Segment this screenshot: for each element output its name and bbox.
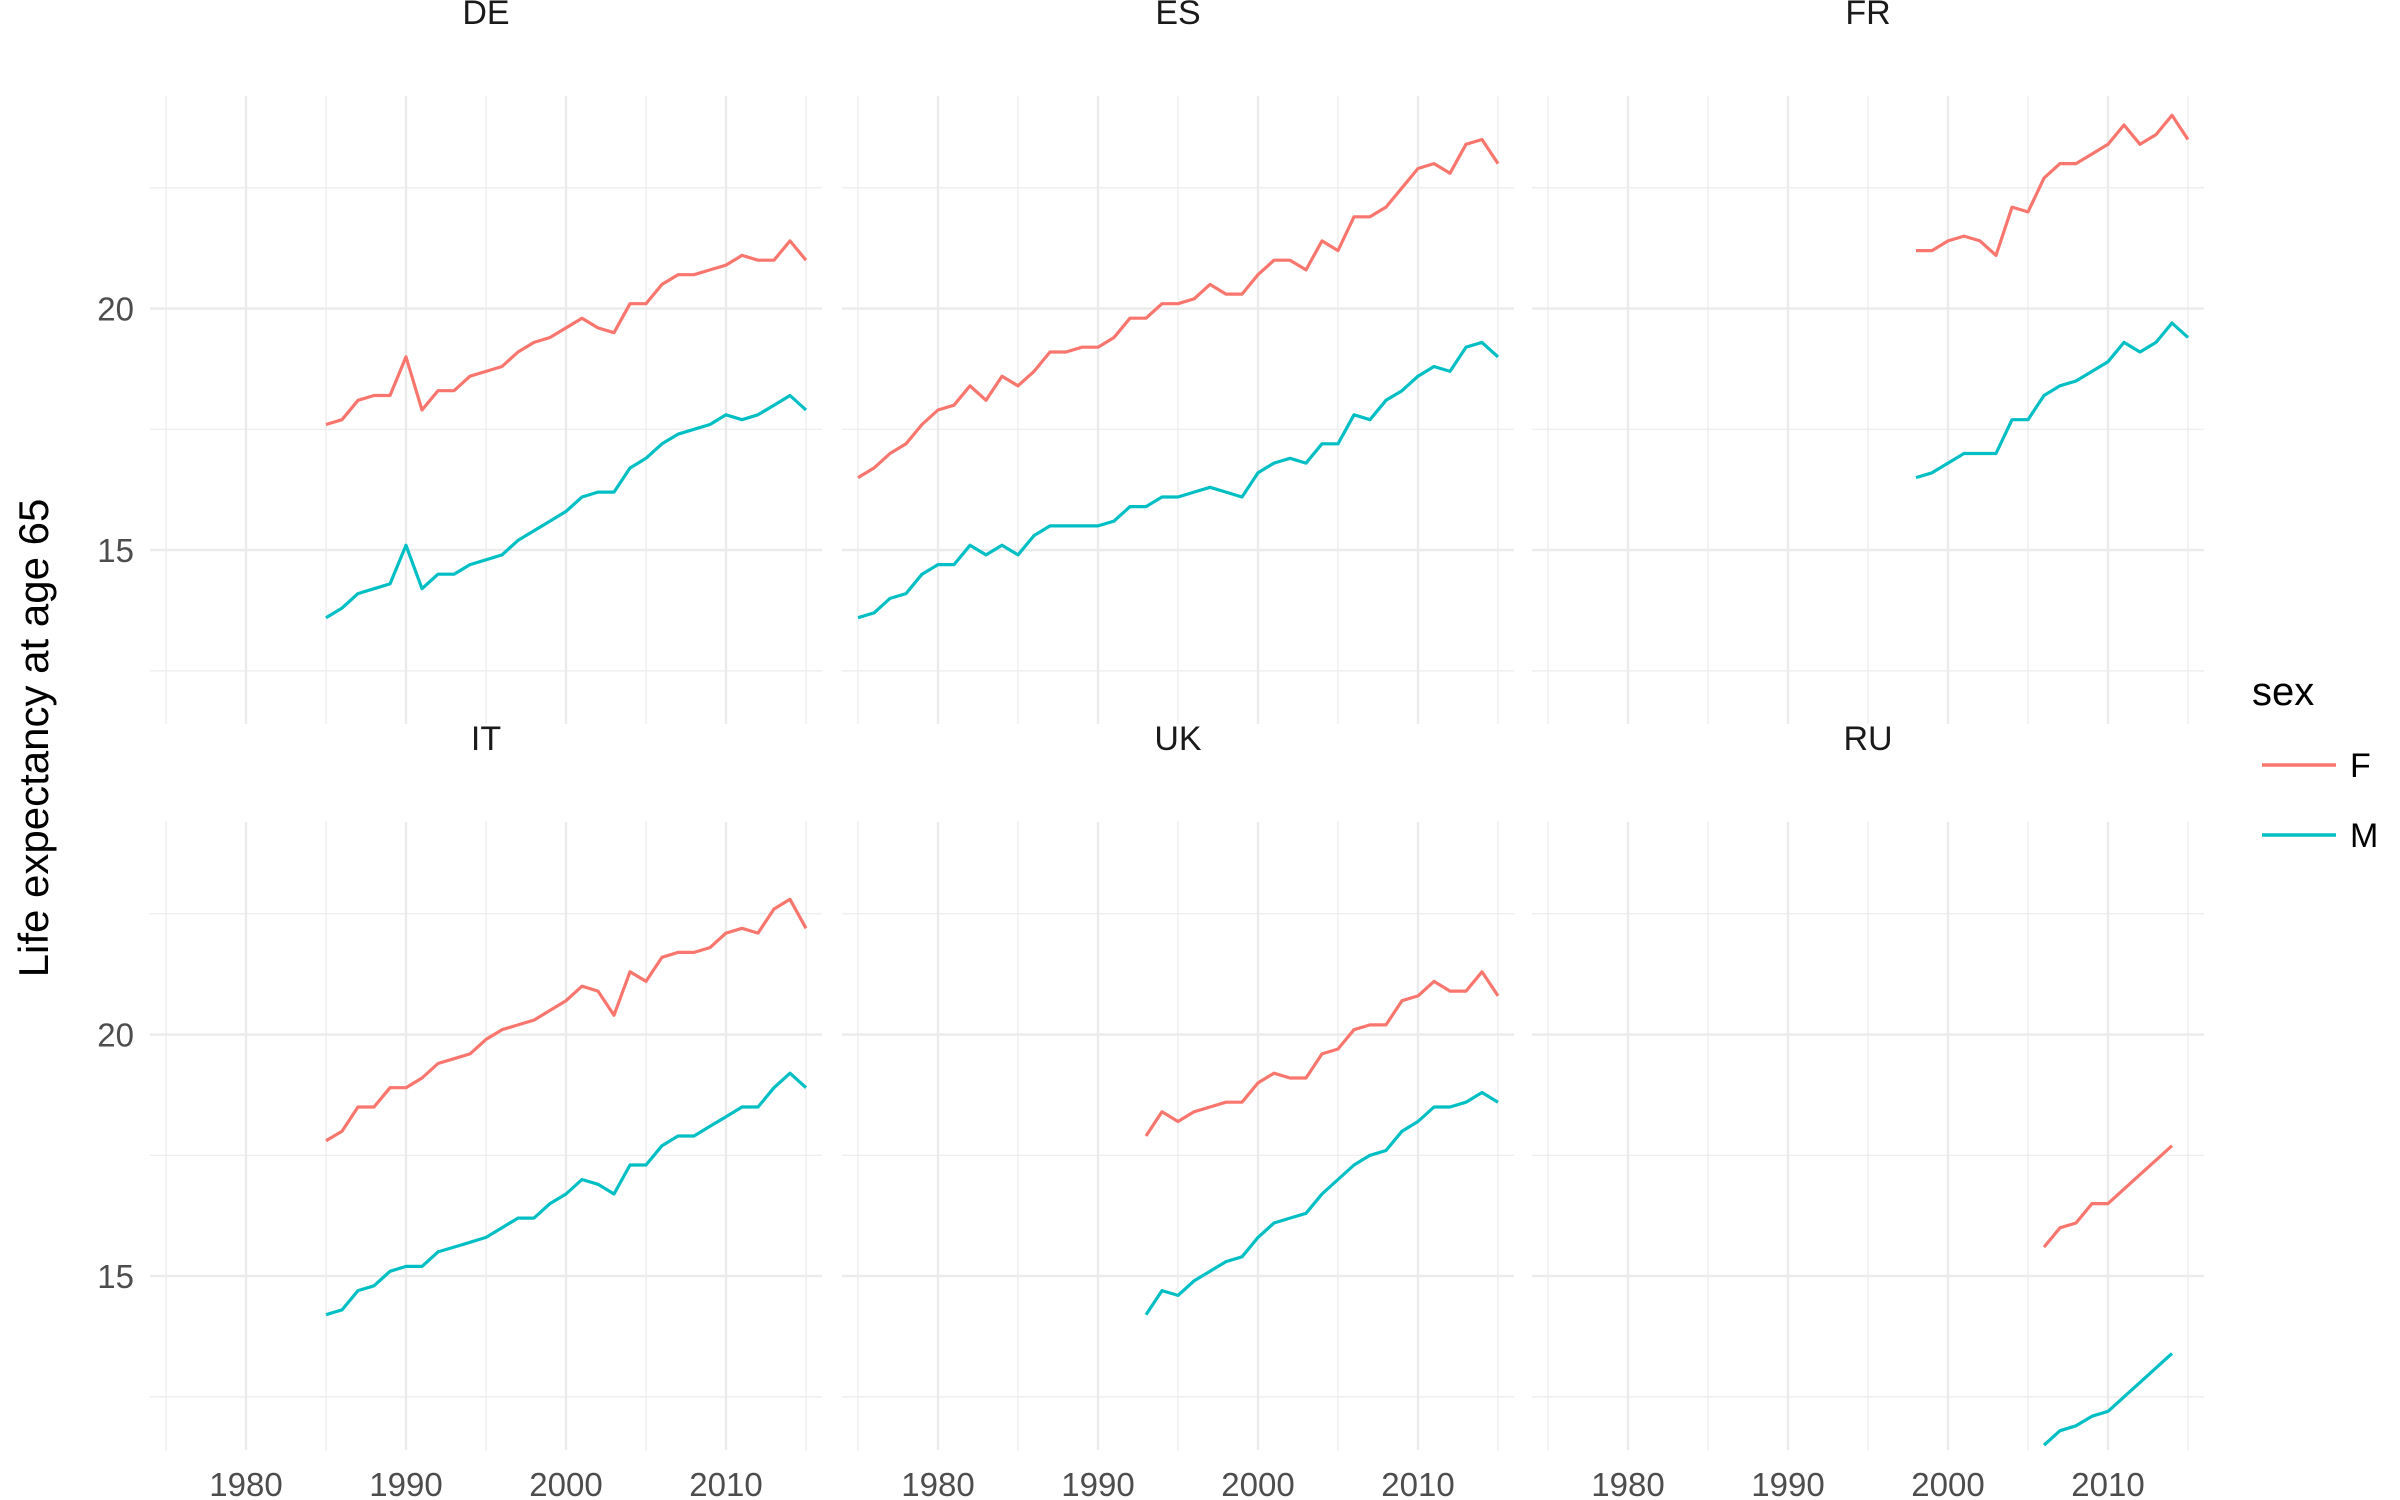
y-tick-label: 20: [97, 291, 134, 328]
series-line-fr-f: [1916, 113, 2190, 257]
facet-fr: FR: [1532, 0, 2204, 724]
y-tick-label: 20: [97, 1017, 134, 1054]
x-tick-label: 2010: [2071, 1466, 2144, 1500]
facet-panels: DE 15 20 ES FR IT 15 20 1980 1990 2000 2010 UK 1980 19…: [97, 0, 2204, 1500]
x-tick-label: 1990: [1751, 1466, 1824, 1500]
x-tick-label: 1990: [1061, 1466, 1134, 1500]
y-axis-title: Life expectancy at age 65: [10, 499, 57, 978]
legend-label-f: F: [2350, 747, 2371, 785]
facet-title-ru: RU: [1843, 720, 1892, 758]
y-tick-label: 15: [97, 532, 134, 569]
facet-title-es: ES: [1155, 0, 1200, 32]
series-line-de-f: [325, 239, 808, 427]
legend-item-m: M: [2262, 817, 2378, 855]
series-line-es-f: [857, 137, 1500, 479]
series-line-it-m: [325, 1071, 808, 1317]
facet-de: DE 15 20: [97, 0, 822, 724]
y-tick-label: 15: [97, 1258, 134, 1295]
x-tick-label: 2000: [529, 1466, 602, 1500]
facet-it: IT 15 20 1980 1990 2000 2010: [97, 720, 822, 1500]
facet-ru: RU 1980 1990 2000 2010: [1532, 720, 2204, 1500]
legend-title: sex: [2252, 670, 2314, 714]
facet-title-it: IT: [471, 720, 501, 758]
x-tick-label: 2000: [1911, 1466, 1984, 1500]
facet-uk: UK 1980 1990 2000 2010: [842, 720, 1514, 1500]
x-tick-label: 2010: [1381, 1466, 1454, 1500]
legend-label-m: M: [2350, 817, 2378, 855]
x-tick-label: 2010: [689, 1466, 762, 1500]
x-tick-label: 1980: [1591, 1466, 1664, 1500]
series-line-ru-f: [2042, 1144, 2174, 1249]
x-tick-label: 1980: [209, 1466, 282, 1500]
series-line-de-m: [325, 393, 808, 620]
facet-es: ES: [842, 0, 1514, 724]
facet-title-uk: UK: [1154, 720, 1202, 758]
facet-title-fr: FR: [1845, 0, 1890, 32]
series-line-uk-m: [1144, 1090, 1499, 1316]
x-tick-label: 1990: [369, 1466, 442, 1500]
series-line-fr-m: [1915, 321, 2190, 480]
x-tick-label: 2000: [1221, 1466, 1294, 1500]
series-line-uk-f: [1144, 970, 1500, 1137]
series-line-it-f: [325, 897, 808, 1143]
series-line-ru-m: [2042, 1352, 2174, 1447]
legend-item-f: F: [2262, 747, 2371, 785]
legend: sex F M: [2252, 670, 2378, 855]
series-line-es-m: [857, 340, 1500, 620]
x-tick-label: 1980: [901, 1466, 974, 1500]
facet-title-de: DE: [462, 0, 509, 32]
